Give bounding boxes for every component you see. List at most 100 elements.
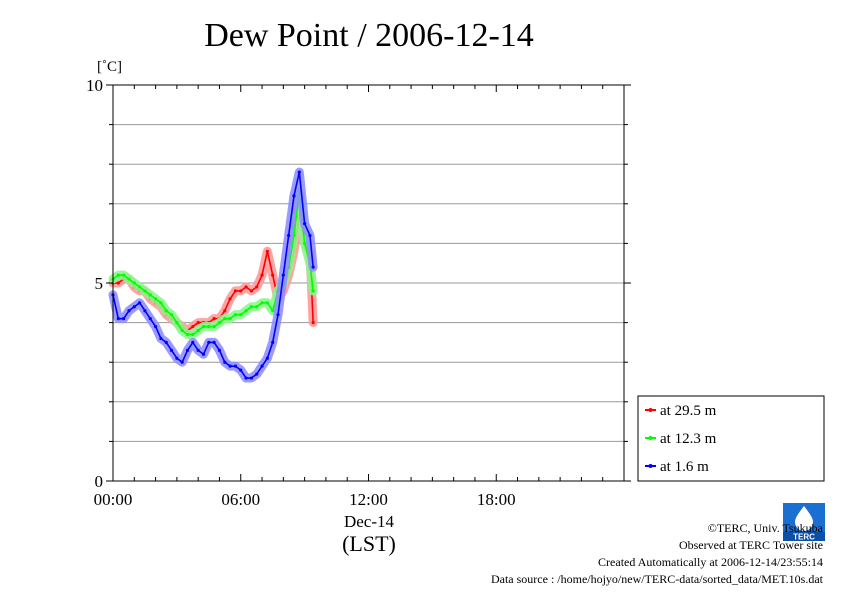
data-point — [185, 348, 190, 352]
data-point — [116, 281, 120, 285]
data-point — [153, 297, 158, 301]
data-point — [244, 376, 248, 380]
data-point — [244, 285, 248, 289]
footer-source: Data source : /home/hojyo/new/TERC-data/… — [490, 572, 823, 586]
data-point — [122, 317, 126, 321]
data-point — [233, 289, 238, 293]
x-tick-label: 06:00 — [221, 490, 260, 509]
data-point — [127, 309, 131, 313]
data-point — [138, 301, 142, 305]
data-point — [191, 332, 195, 337]
data-point — [143, 309, 147, 313]
data-point — [180, 360, 184, 364]
data-point — [311, 321, 315, 325]
data-point — [196, 328, 200, 333]
data-point — [122, 273, 126, 277]
data-point — [228, 364, 232, 368]
data-point — [255, 285, 259, 289]
data-point — [201, 352, 206, 356]
data-point — [196, 321, 200, 325]
x-tick-label: 12:00 — [349, 490, 388, 509]
legend-marker — [648, 436, 653, 440]
grid-lines — [113, 124, 624, 442]
data-point — [271, 273, 275, 277]
data-point — [148, 317, 152, 321]
data-point — [260, 364, 264, 368]
data-point — [265, 249, 269, 253]
x-tick-label: 18:00 — [477, 490, 516, 509]
y-tick-label: 0 — [95, 472, 104, 491]
data-point — [212, 340, 216, 344]
data-point — [212, 324, 216, 329]
data-point — [292, 194, 296, 198]
x-tick-label: 00:00 — [94, 490, 133, 509]
series-layer — [108, 167, 318, 383]
data-point — [311, 289, 315, 293]
data-point — [180, 328, 184, 333]
data-point — [260, 273, 264, 277]
data-point — [217, 348, 222, 352]
data-point — [132, 281, 136, 285]
data-point — [276, 313, 280, 317]
data-point — [303, 222, 307, 226]
data-point — [116, 273, 120, 277]
data-point — [233, 364, 238, 368]
x-axis-unit-label: (LST) — [342, 531, 396, 556]
legend-marker — [648, 408, 653, 412]
data-point — [164, 340, 168, 344]
data-point — [281, 273, 285, 277]
data-point — [239, 313, 243, 317]
data-point — [255, 305, 259, 309]
legend-entry: at 29.5 m — [660, 403, 717, 419]
data-point — [207, 324, 211, 329]
data-point — [159, 336, 163, 341]
data-point — [303, 241, 307, 245]
footer-copyright: ©TERC, Univ. Tsukuba — [707, 521, 823, 535]
data-point — [228, 297, 232, 301]
y-tick-label: 5 — [95, 274, 104, 293]
data-point — [249, 289, 253, 293]
data-point — [212, 317, 216, 321]
data-point — [175, 356, 179, 360]
data-point — [260, 301, 264, 305]
data-point — [239, 368, 243, 372]
y-tick-label: 10 — [86, 76, 103, 95]
legend-marker — [648, 464, 653, 468]
data-point — [265, 356, 269, 360]
y-axis-unit-label: [˚C] — [97, 59, 122, 75]
data-point — [164, 309, 168, 313]
data-point — [255, 372, 259, 376]
data-point — [228, 317, 232, 321]
data-point — [169, 348, 174, 352]
axes — [106, 84, 631, 482]
data-point — [191, 340, 195, 344]
data-point — [153, 324, 158, 329]
data-point — [244, 309, 248, 313]
data-point — [175, 321, 179, 325]
legend-entry: at 1.6 m — [660, 459, 709, 475]
data-point — [287, 233, 291, 238]
data-point — [132, 305, 136, 309]
data-point — [196, 348, 200, 352]
data-point — [201, 324, 206, 329]
data-point — [185, 332, 190, 337]
data-point — [297, 170, 301, 174]
data-point — [249, 376, 253, 380]
x-axis-date-label: Dec-14 — [344, 512, 395, 531]
data-point — [271, 309, 275, 313]
data-point — [169, 313, 174, 317]
legend-box — [637, 395, 825, 482]
legend-entry: at 12.3 m — [660, 431, 717, 447]
data-point — [239, 289, 243, 293]
data-point — [271, 340, 275, 344]
data-point — [207, 340, 211, 344]
data-point — [148, 293, 152, 297]
data-point — [223, 317, 227, 321]
data-point — [249, 305, 253, 309]
legend: at 29.5 m at 12.3 m at 1.6 m — [637, 395, 825, 482]
data-point — [223, 309, 227, 313]
data-point — [265, 301, 269, 305]
data-point — [191, 324, 195, 329]
data-point — [308, 233, 312, 238]
